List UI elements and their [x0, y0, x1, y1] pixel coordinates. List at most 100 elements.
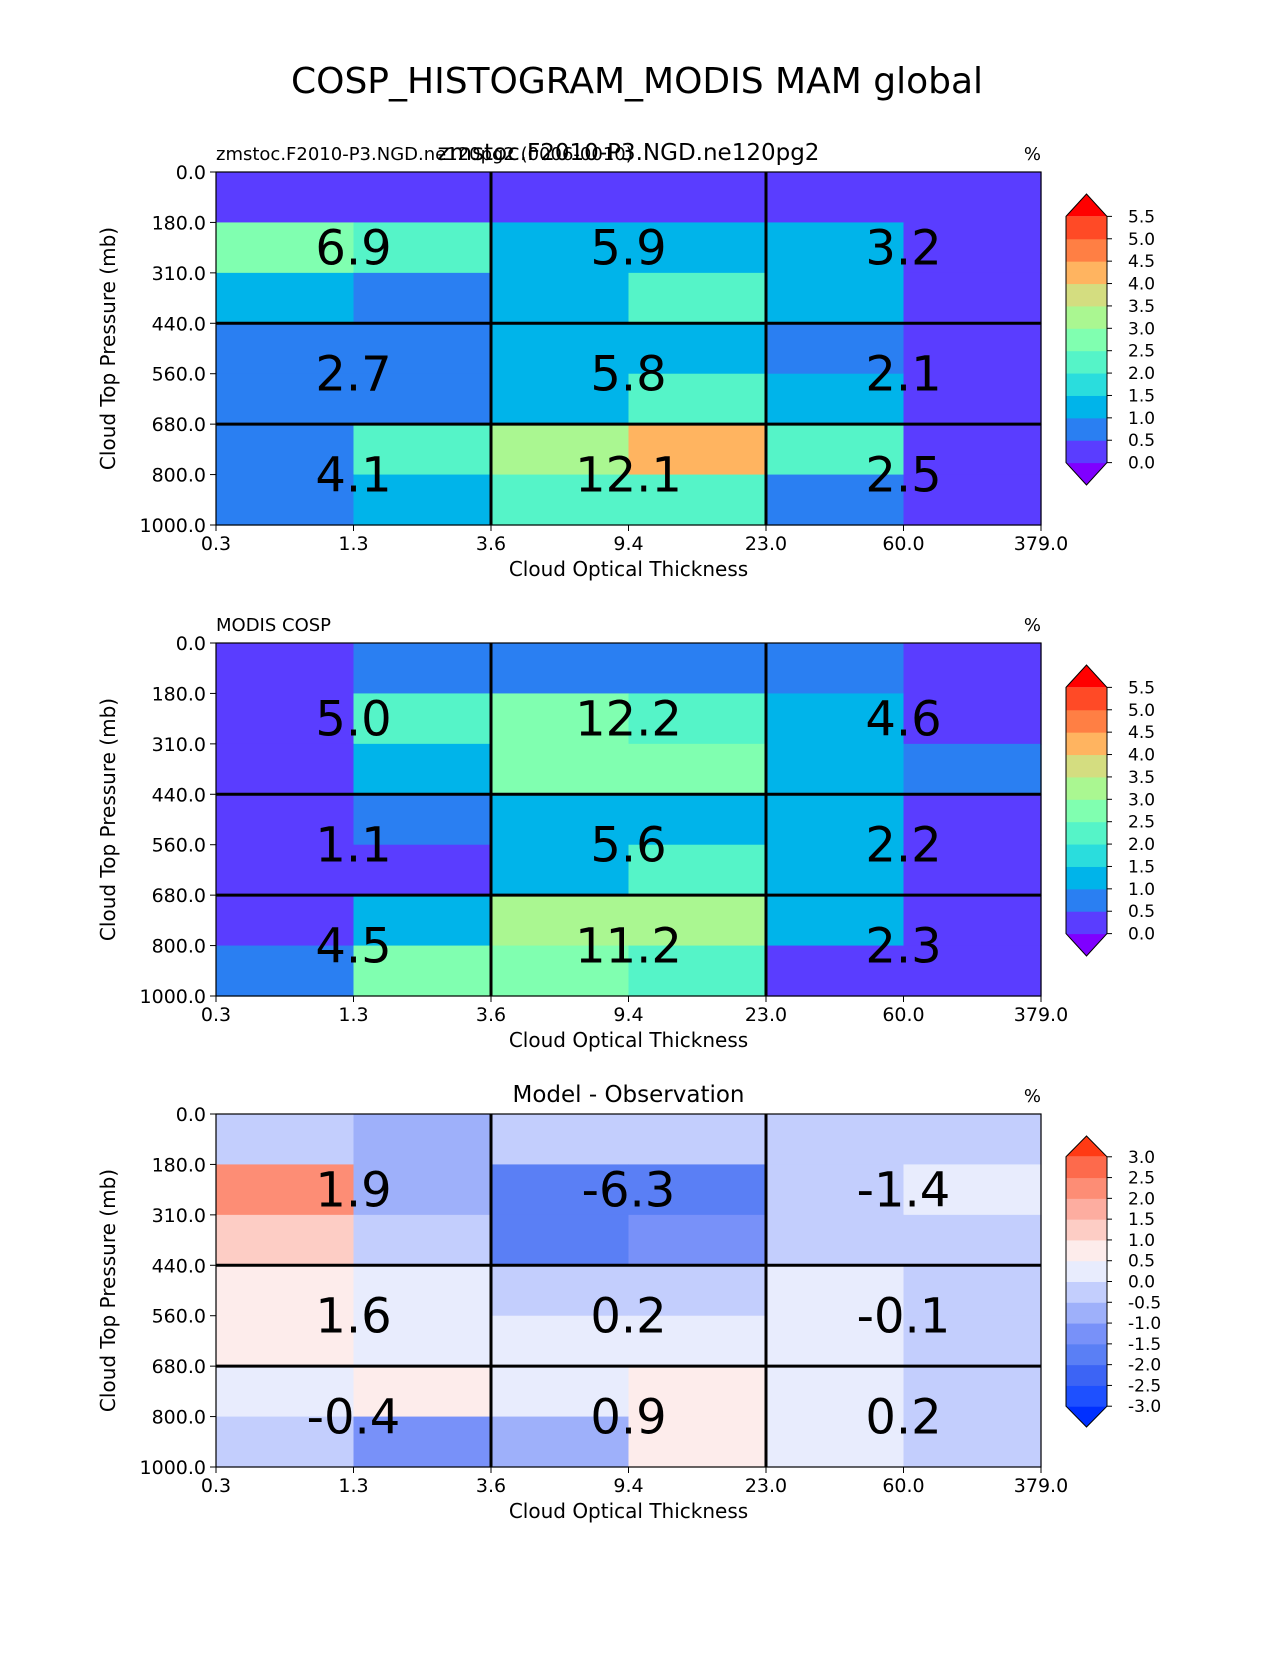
histogram-cell — [903, 172, 1042, 224]
histogram-cell — [491, 1416, 630, 1468]
colorbar-extension-top — [1066, 194, 1107, 217]
group-total-label: 1.9 — [315, 1163, 391, 1219]
figure-title: COSP_HISTOGRAM_MODIS MAM global — [291, 61, 983, 102]
group-total-label: 12.1 — [575, 448, 682, 504]
histogram-cell — [628, 222, 767, 274]
x-tick-label: 9.4 — [613, 533, 643, 555]
group-total-label: 12.2 — [575, 692, 682, 748]
histogram-cell — [491, 1214, 630, 1266]
colorbar-tick-label: 1.5 — [1128, 386, 1155, 406]
histogram-cell — [766, 424, 905, 476]
y-tick-label: 800.0 — [152, 936, 206, 958]
colorbar-extension-bottom — [1066, 462, 1107, 485]
colorbar-segment — [1066, 1302, 1107, 1324]
colorbar-segment — [1066, 888, 1107, 912]
group-total-label: 2.1 — [865, 347, 941, 403]
colorbar-tick-label: 2.0 — [1128, 364, 1155, 384]
group-total-label: 2.3 — [865, 919, 941, 975]
x-tick-label: 0.3 — [201, 1475, 231, 1497]
histogram-cell — [766, 222, 905, 274]
histogram-cell — [766, 1114, 905, 1166]
group-total-label: 2.5 — [865, 448, 941, 504]
y-tick-label: 560.0 — [152, 364, 206, 386]
histogram-cell — [216, 424, 355, 476]
panel-title: Model - Observation — [512, 1082, 744, 1108]
colorbar: -3.0-2.5-2.0-1.5-1.0-0.50.00.51.01.52.02… — [1065, 1135, 1161, 1428]
colorbar-segment — [1066, 440, 1107, 464]
histogram-cell — [216, 222, 355, 274]
histogram-cell — [491, 424, 630, 476]
colorbar-tick-label: -2.5 — [1128, 1376, 1161, 1396]
colorbar-tick-label: 2.5 — [1128, 342, 1155, 362]
x-tick-label: 9.4 — [613, 1475, 643, 1497]
group-total-label: 0.9 — [590, 1390, 666, 1446]
histogram-cell — [216, 1214, 355, 1266]
colorbar: 0.0 0.51.0 1.52.02.5 3.03.54.0 4.55.0 5.5 — [1065, 664, 1155, 957]
histogram-cell — [903, 424, 1042, 476]
histogram-cell — [491, 272, 630, 324]
colorbar-tick-label: 0.0 — [1128, 925, 1155, 945]
histogram-cell — [353, 1164, 492, 1216]
y-axis-label: Cloud Top Pressure (mb) — [96, 227, 120, 470]
x-tick-label: 0.3 — [201, 533, 231, 555]
histogram-cell — [491, 643, 630, 695]
histogram-cell — [628, 1416, 767, 1468]
colorbar-segment — [1066, 844, 1107, 867]
group-total-label: 5.8 — [590, 347, 666, 403]
histogram-cell — [216, 272, 355, 324]
histogram-cell — [628, 1265, 767, 1317]
histogram-cell — [353, 222, 492, 274]
colorbar-segment — [1066, 799, 1107, 823]
colorbar-segment — [1066, 1177, 1107, 1199]
colorbar-segment — [1066, 216, 1107, 240]
histogram-cell — [491, 222, 630, 274]
histogram-cell — [628, 1214, 767, 1266]
histogram-cell — [216, 1114, 355, 1166]
x-tick-label: 23.0 — [745, 533, 787, 555]
y-tick-label: 310.0 — [152, 263, 206, 285]
panel-title: zmstoc.F2010-P3.NGD.ne120pg2 — [438, 140, 820, 166]
histogram-cell — [628, 424, 767, 476]
x-tick-label: 60.0 — [882, 1475, 924, 1497]
colorbar-segment — [1066, 732, 1107, 756]
colorbar-tick-label: 3.0 — [1128, 790, 1155, 810]
group-total-label: 2.7 — [315, 347, 391, 403]
y-tick-label: 1000.0 — [140, 1457, 206, 1479]
histogram-cell — [491, 172, 630, 224]
colorbar-tick-label: -2.0 — [1128, 1356, 1161, 1376]
histogram-cell — [491, 743, 630, 795]
colorbar-tick-label: 4.0 — [1128, 275, 1155, 295]
group-total-label: -0.1 — [857, 1289, 951, 1345]
histogram-cell — [766, 945, 905, 997]
histogram-cell — [903, 794, 1042, 846]
histogram-cell — [216, 643, 355, 695]
histogram-cell — [903, 1366, 1042, 1418]
x-tick-label: 9.4 — [613, 1004, 643, 1026]
histogram-cell — [353, 1416, 492, 1468]
histogram-cell — [766, 1366, 905, 1418]
histogram-cell — [491, 794, 630, 846]
colorbar-segment — [1066, 373, 1107, 396]
histogram-cell — [903, 272, 1042, 324]
histogram-panel-2: 5.0 12.2 4.6 1.1 5.6 2.2 4.5 11.2 2.3 0.3 1.3 3.6 9.… — [96, 615, 1155, 1052]
group-total-label: 5.6 — [590, 818, 666, 874]
histogram-cell — [216, 1416, 355, 1468]
histogram-cell — [628, 844, 767, 896]
histogram-cell — [216, 373, 355, 425]
histogram-cell — [216, 474, 355, 526]
histogram-cell — [491, 1315, 630, 1367]
panel-units: % — [1024, 615, 1041, 636]
y-tick-label: 310.0 — [152, 1205, 206, 1227]
x-tick-label: 1.3 — [338, 1475, 368, 1497]
x-tick-label: 3.6 — [476, 1004, 506, 1026]
colorbar-segment — [1066, 709, 1107, 733]
histogram-cell — [216, 693, 355, 745]
colorbar-tick-label: 1.0 — [1128, 409, 1155, 429]
colorbar-tick-label: 4.5 — [1128, 252, 1155, 272]
histogram-cell — [491, 693, 630, 745]
histogram-cell — [491, 1265, 630, 1317]
colorbar-tick-label: 1.5 — [1128, 857, 1155, 877]
colorbar-tick-label: 1.0 — [1128, 880, 1155, 900]
group-total-label: 5.9 — [590, 221, 666, 277]
histogram-cell — [628, 743, 767, 795]
